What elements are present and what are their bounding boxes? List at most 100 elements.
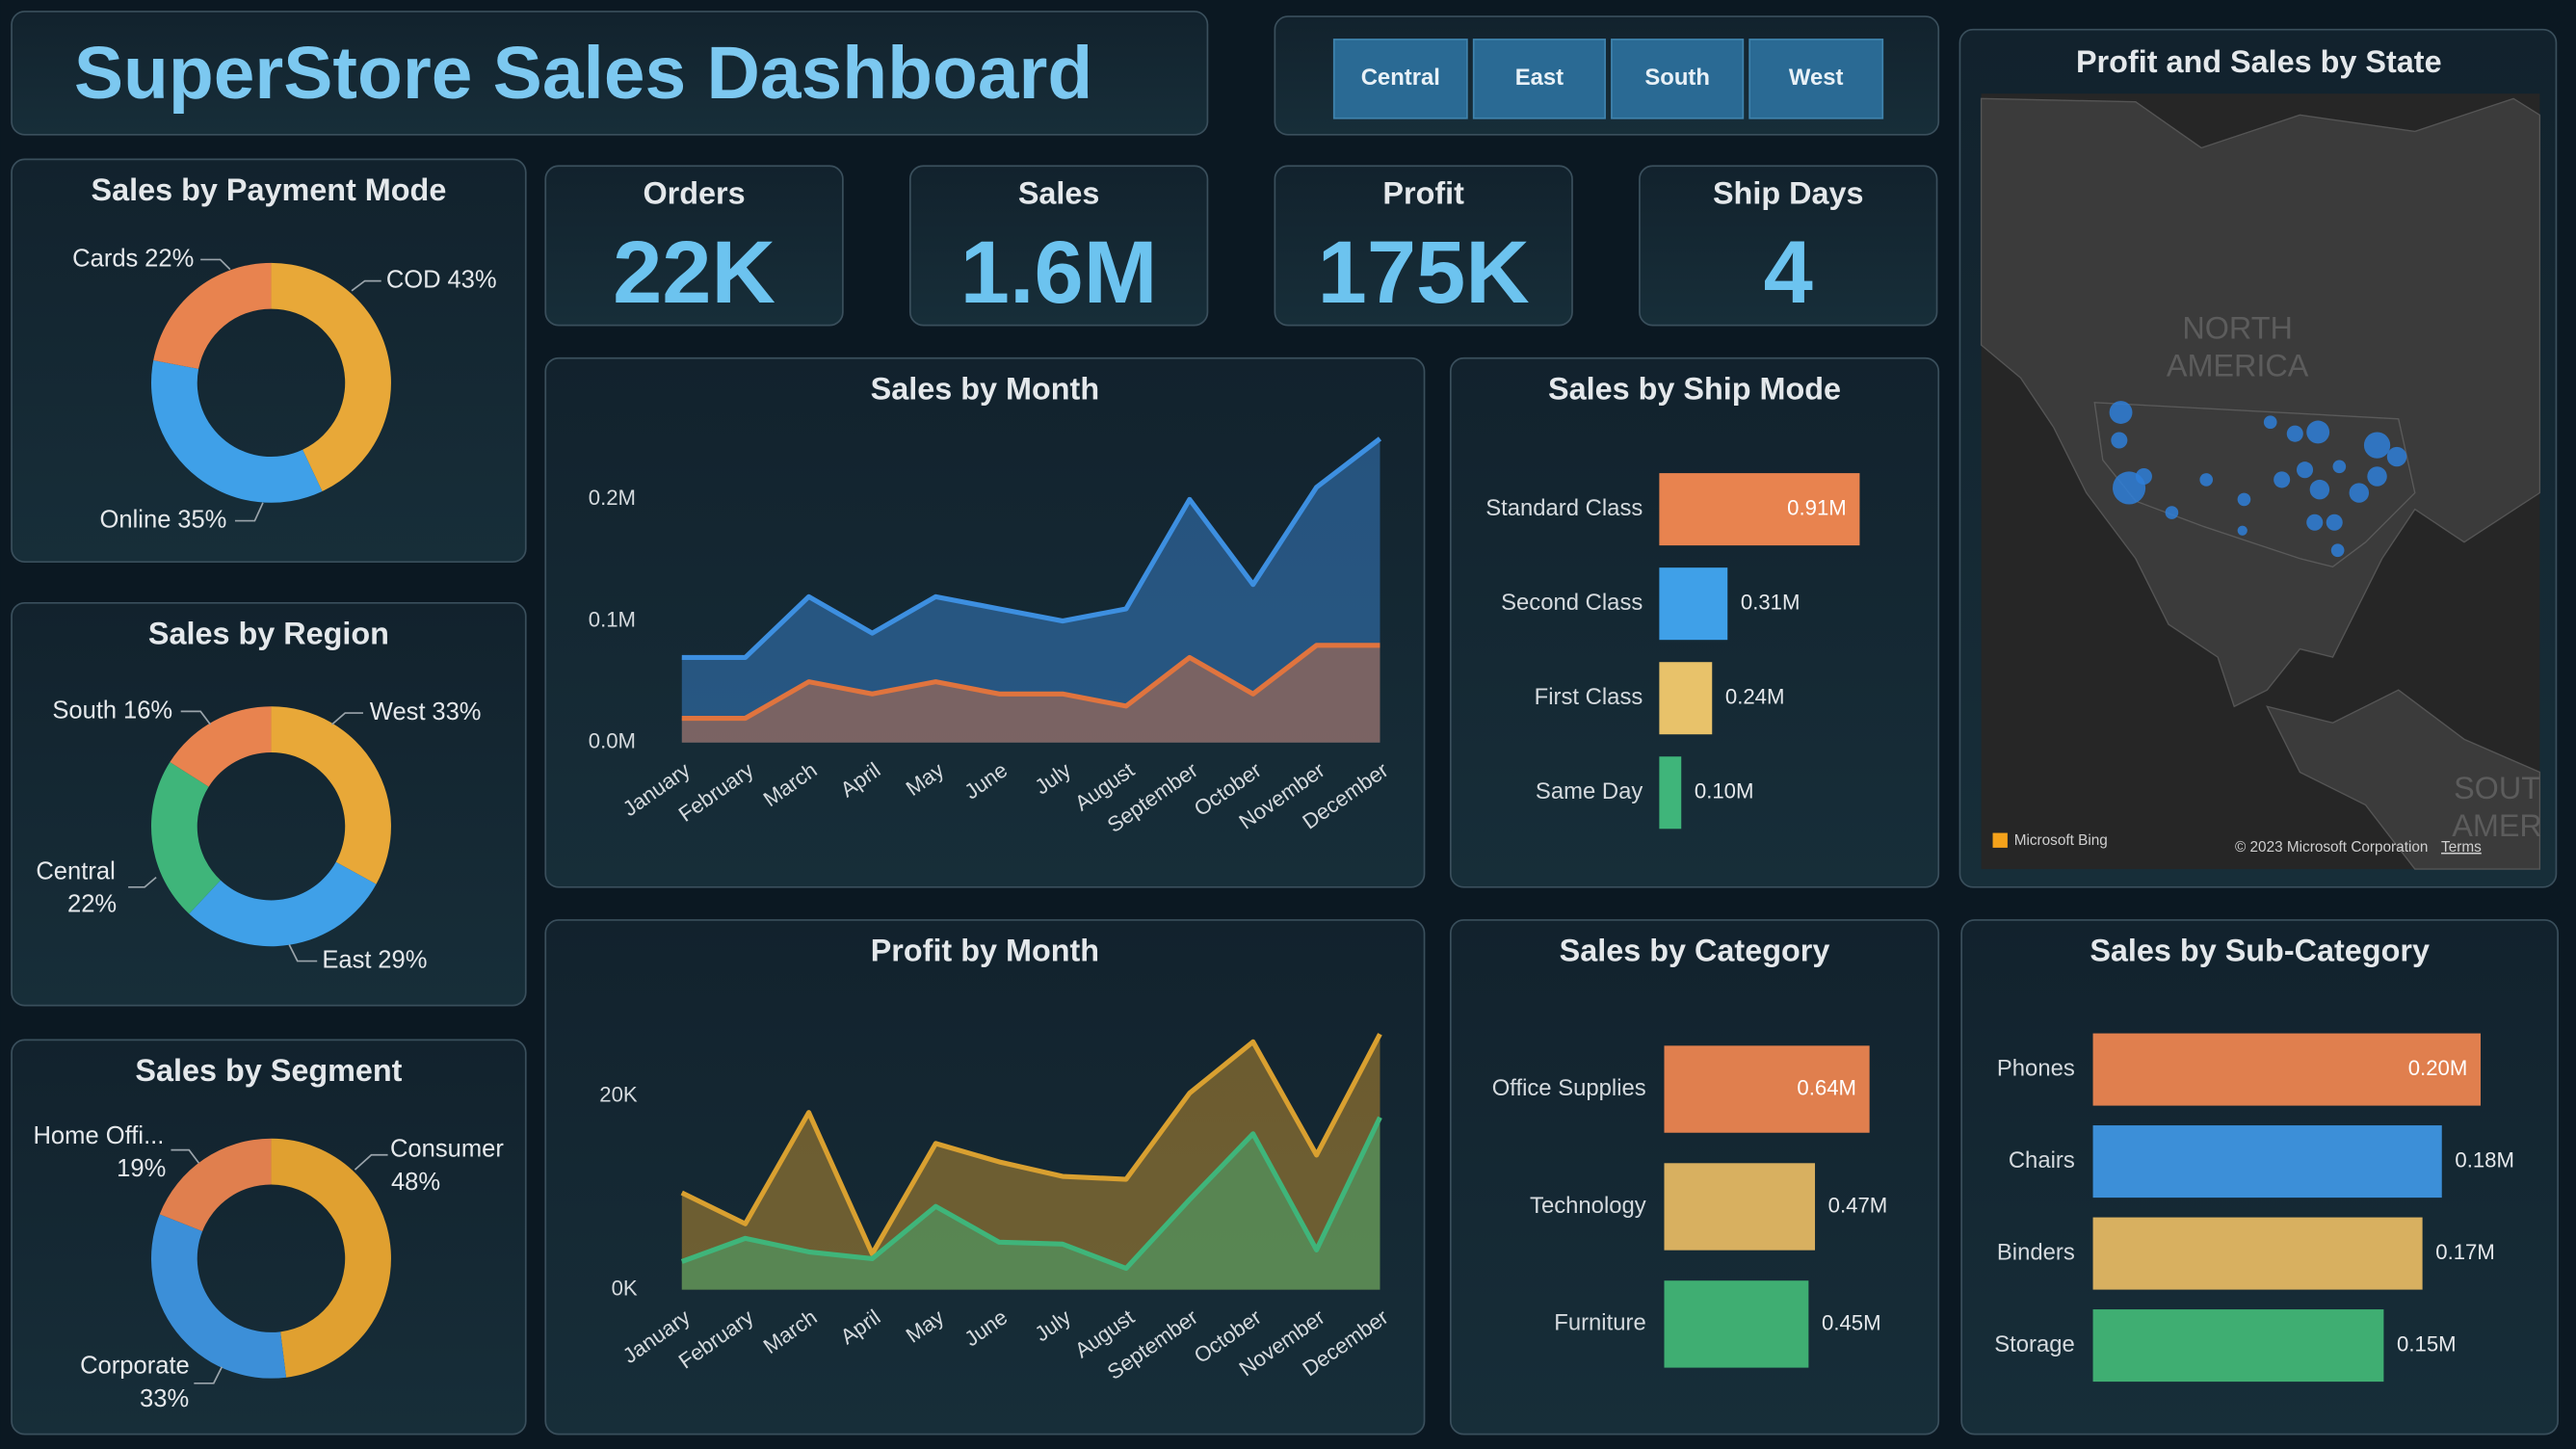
- label-value: 22%: [67, 890, 117, 917]
- kpi-value: 175K: [1318, 223, 1530, 322]
- bing-logo: [1992, 832, 2008, 848]
- label-value: 22%: [145, 245, 194, 272]
- map[interactable]: NORTH AMERICA SOUT AMER: [1980, 93, 2542, 870]
- data-label: Central 22%: [36, 857, 117, 917]
- chart-title: Sales by Sub-Category: [2090, 934, 2430, 968]
- map-bubble: [2309, 479, 2330, 500]
- map-bubble: [2111, 432, 2128, 449]
- data-label: 0.24M: [1725, 685, 1785, 709]
- category-label: Technology: [1530, 1193, 1646, 1219]
- map-land: [2266, 689, 2541, 870]
- area-fill: [681, 1117, 1380, 1290]
- leader-line: [128, 876, 157, 888]
- map-label: NORTH: [2182, 310, 2293, 345]
- map-bubble: [2135, 467, 2152, 486]
- y-tick-label: 0.2M: [589, 486, 636, 510]
- map-bubble: [2386, 446, 2407, 467]
- kpi-label: Profit: [1382, 175, 1464, 210]
- map-bubble: [2199, 473, 2214, 487]
- kpi-value: 4: [1764, 223, 1813, 322]
- map-bubble: [2286, 425, 2303, 442]
- donut-slice: [150, 762, 221, 914]
- map-attribution: © 2023 Microsoft Corporation: [2235, 839, 2428, 856]
- kpi-label: Sales: [1018, 175, 1100, 210]
- donut-slice: [271, 1138, 391, 1378]
- data-label: Corporate 33%: [80, 1352, 190, 1411]
- label-value: 43%: [447, 266, 496, 293]
- data-label: 0.45M: [1822, 1310, 1881, 1334]
- button-bg[interactable]: [1332, 39, 1468, 119]
- chart-panel: [544, 919, 1426, 1436]
- donut-slice: [271, 706, 391, 884]
- bar: [2092, 1125, 2442, 1199]
- leader-line: [354, 1153, 388, 1171]
- data-label: Home Offi... 19%: [33, 1122, 166, 1182]
- label-value: 33%: [432, 698, 481, 725]
- kpi-card: [544, 165, 844, 327]
- data-label: South 16%: [52, 697, 172, 724]
- label-category: Consumer: [390, 1135, 504, 1162]
- leader-line: [234, 502, 264, 522]
- category-label: Storage: [1994, 1331, 2075, 1357]
- button-label[interactable]: Central: [1361, 65, 1440, 91]
- data-label: 0.31M: [1741, 591, 1801, 615]
- label-category: COD: [386, 266, 441, 293]
- label-category: Cards: [72, 245, 138, 272]
- button-bg[interactable]: [1748, 39, 1884, 119]
- button-label[interactable]: South: [1644, 65, 1710, 91]
- map-bubble: [2326, 514, 2343, 531]
- button-label[interactable]: East: [1515, 65, 1564, 91]
- kpi-label: Ship Days: [1713, 175, 1864, 210]
- kpi-card: [908, 165, 1209, 327]
- button-label[interactable]: West: [1789, 65, 1844, 91]
- chart-title: Sales by Category: [1560, 934, 1830, 968]
- chart-title: Profit by Month: [871, 934, 1099, 968]
- slicer-button[interactable]: South: [1611, 39, 1745, 119]
- category-label: First Class: [1535, 684, 1643, 710]
- label-category: Home Offi...: [33, 1122, 164, 1149]
- map-land: [1980, 97, 2541, 708]
- bar: [1664, 1163, 1816, 1251]
- map-bubble: [2237, 492, 2251, 507]
- category-label: Furniture: [1554, 1310, 1645, 1336]
- map-bubble: [2237, 525, 2247, 536]
- leader-line: [331, 712, 363, 725]
- map-label: SOUT: [2454, 771, 2540, 805]
- chart-title: Sales by Month: [871, 371, 1099, 406]
- label-value: 33%: [140, 1385, 189, 1412]
- data-label: 0.64M: [1797, 1075, 1856, 1099]
- label-category: East: [322, 946, 371, 973]
- leader-line: [180, 710, 212, 725]
- chart-title: Sales by Ship Mode: [1548, 371, 1841, 406]
- kpi-label: Orders: [643, 175, 745, 210]
- button-bg[interactable]: [1472, 39, 1606, 119]
- donut-slice: [170, 706, 272, 787]
- chart-title: Sales by Payment Mode: [91, 172, 446, 207]
- slicer-button[interactable]: Central: [1332, 39, 1468, 119]
- chart-panel: [544, 356, 1426, 888]
- donut-slice: [150, 359, 323, 503]
- label-value: 19%: [117, 1155, 166, 1182]
- bar: [1659, 662, 1713, 735]
- label-value: 35%: [177, 506, 226, 533]
- map-bubble: [2349, 483, 2370, 503]
- map-bubble: [2363, 432, 2391, 459]
- bar: [2092, 1217, 2423, 1290]
- donut-slice: [153, 262, 272, 369]
- map-bubble: [2274, 471, 2291, 488]
- map-bubble: [2330, 543, 2345, 558]
- data-label: 0.10M: [1695, 779, 1754, 804]
- data-label: East 29%: [322, 946, 427, 973]
- slicer-button[interactable]: West: [1748, 39, 1884, 119]
- label-category: South: [52, 697, 117, 724]
- label-category: West: [370, 698, 426, 725]
- data-label: 0.17M: [2435, 1240, 2495, 1264]
- slicer-button[interactable]: East: [1472, 39, 1606, 119]
- y-tick-label: 0K: [612, 1276, 638, 1300]
- category-label: Chairs: [2009, 1147, 2075, 1173]
- button-bg[interactable]: [1611, 39, 1745, 119]
- map-bubble: [2297, 461, 2314, 479]
- bar: [1659, 567, 1728, 641]
- map-terms-link[interactable]: Terms: [2441, 839, 2482, 856]
